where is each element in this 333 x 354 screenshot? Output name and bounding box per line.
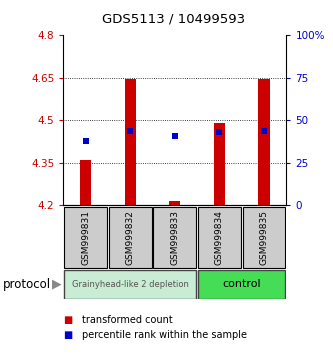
Text: ■: ■ — [63, 315, 73, 325]
Text: GDS5113 / 10499593: GDS5113 / 10499593 — [102, 12, 245, 25]
Text: protocol: protocol — [3, 278, 52, 291]
Text: control: control — [222, 279, 261, 289]
FancyBboxPatch shape — [64, 207, 107, 268]
FancyBboxPatch shape — [198, 207, 241, 268]
Bar — [169, 201, 180, 205]
Bar — [125, 79, 136, 205]
FancyBboxPatch shape — [154, 207, 196, 268]
Text: Grainyhead-like 2 depletion: Grainyhead-like 2 depletion — [72, 280, 188, 289]
Text: GSM999832: GSM999832 — [126, 210, 135, 265]
FancyBboxPatch shape — [243, 207, 285, 268]
Text: transformed count: transformed count — [82, 315, 172, 325]
Bar — [80, 160, 91, 205]
Text: GSM999831: GSM999831 — [81, 210, 90, 265]
Bar — [214, 123, 225, 205]
FancyBboxPatch shape — [64, 270, 196, 298]
Bar — [258, 79, 270, 205]
Text: GSM999833: GSM999833 — [170, 210, 179, 265]
Text: percentile rank within the sample: percentile rank within the sample — [82, 330, 246, 339]
Text: ■: ■ — [63, 330, 73, 339]
FancyBboxPatch shape — [109, 207, 152, 268]
Text: GSM999835: GSM999835 — [259, 210, 269, 265]
FancyBboxPatch shape — [198, 270, 285, 298]
Text: ▶: ▶ — [52, 278, 61, 291]
Text: GSM999834: GSM999834 — [215, 210, 224, 265]
